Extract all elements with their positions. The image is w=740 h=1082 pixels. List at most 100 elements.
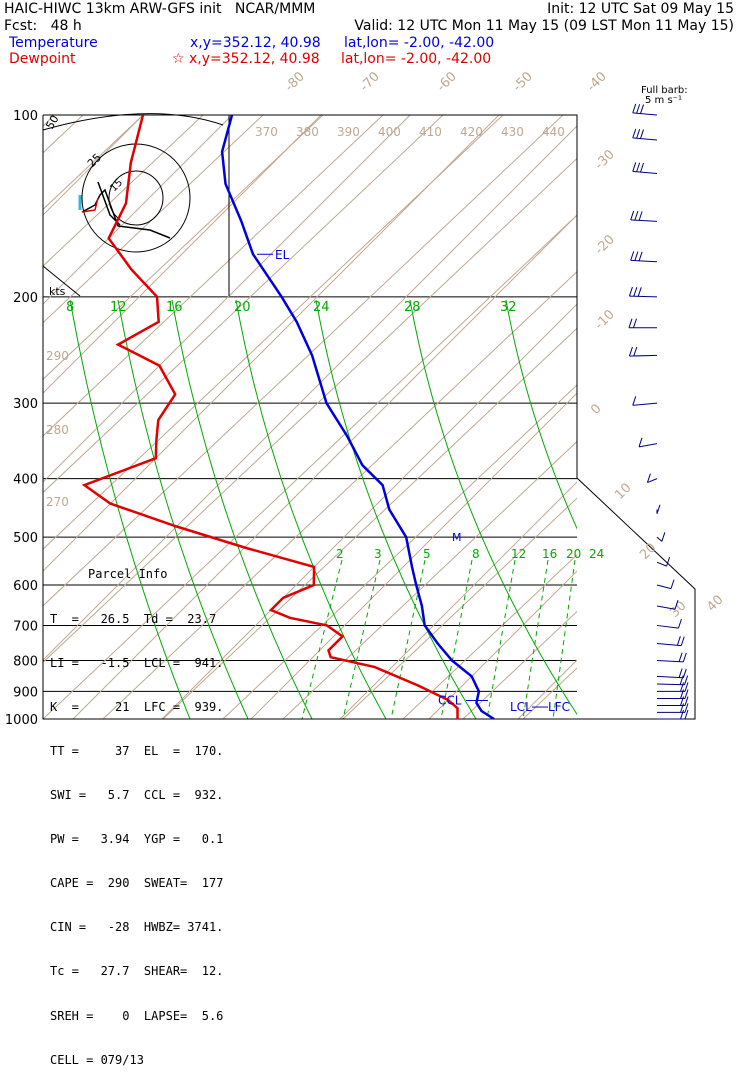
theta-label: 390 xyxy=(337,125,360,139)
isotherm xyxy=(517,659,577,719)
temperature-legend: Temperature xyxy=(9,35,98,51)
isotherm-label: -60 xyxy=(434,69,460,95)
parcel-row: LI = -1.5 LCL = 941. xyxy=(50,655,224,670)
theta-label: 270 xyxy=(46,495,69,509)
isotherm-label: -70 xyxy=(357,69,383,95)
wind-barb xyxy=(656,652,687,663)
dewpoint-latlon: lat,lon= -2.00, -42.00 xyxy=(341,51,492,67)
mixing-ratio-line xyxy=(390,559,426,719)
pressure-label: 600 xyxy=(13,579,38,594)
wind-barb xyxy=(628,318,657,329)
hodograph-ring xyxy=(108,170,164,226)
wind-barb xyxy=(657,709,689,720)
dry-adiabat xyxy=(43,115,564,607)
pressure-label: 900 xyxy=(13,685,38,700)
wind-barb xyxy=(632,103,658,116)
moist-adiabat xyxy=(505,299,577,530)
dry-adiabat xyxy=(462,610,577,719)
theta-label: 420 xyxy=(460,125,483,139)
lcl-label: LCL xyxy=(510,700,532,714)
wind-barb xyxy=(656,668,687,679)
dry-adiabat xyxy=(43,115,324,380)
wind-barb xyxy=(656,504,661,514)
dry-adiabat xyxy=(402,554,577,719)
mixing-ratio-label: 20 xyxy=(234,300,251,315)
mixing-ratio-label: 28 xyxy=(404,300,421,315)
isotherm-label: -80 xyxy=(282,69,308,95)
model-title: HAIC-HIWC 13km ARW-GFS init NCAR/MMM xyxy=(4,1,316,17)
mixing-ratio-line xyxy=(486,559,516,719)
dry-adiabat xyxy=(43,214,577,719)
pressure-label: 500 xyxy=(13,531,38,546)
isotherm-label: -20 xyxy=(592,232,618,258)
dry-adiabat xyxy=(43,115,504,550)
dry-adiabat xyxy=(342,497,577,719)
wind-barb xyxy=(657,682,689,692)
dry-adiabat xyxy=(522,667,577,719)
isotherm xyxy=(43,125,577,661)
dewpoint-legend: Dewpoint xyxy=(9,51,76,67)
isotherm xyxy=(43,115,322,394)
dry-adiabat xyxy=(43,115,444,494)
isotherm-label: -30 xyxy=(592,147,618,173)
el-label: EL xyxy=(275,248,290,262)
hodograph-ring xyxy=(42,265,81,297)
mixing-ratio-label: 12 xyxy=(110,300,127,315)
wind-barb xyxy=(628,286,658,298)
hodograph-trace xyxy=(81,197,99,213)
parcel-row: TT = 37 EL = 170. xyxy=(50,743,224,758)
pressure-label: 200 xyxy=(13,291,38,306)
wind-barb xyxy=(657,696,689,707)
parcel-row: CELL = 079/13 xyxy=(50,1052,144,1067)
parcel-row: CAPE = 290 SWEAT= 177 xyxy=(50,876,224,891)
mixing-ratio-label: 8 xyxy=(472,547,480,561)
hodograph-ring-label: 50 xyxy=(43,113,61,132)
hodograph-unit-label: kts xyxy=(49,285,66,298)
isotherm xyxy=(43,115,500,572)
temperature-location: x,y=352.12, 40.98 xyxy=(190,35,321,51)
isotherm-label: -10 xyxy=(592,307,618,333)
wind-barb xyxy=(630,210,658,222)
mixing-ratio-label: 24 xyxy=(313,300,330,315)
barb-key-units: 5 m s⁻¹ xyxy=(645,95,682,106)
mixing-ratio-line xyxy=(342,559,381,719)
dry-adiabat xyxy=(282,440,577,719)
dewpoint-location: ☆ x,y=352.12, 40.98 xyxy=(172,51,320,67)
moist-adiabat xyxy=(117,299,249,719)
mixing-ratio-label: 16 xyxy=(166,300,183,315)
ccl-label: CCL xyxy=(438,694,462,708)
wind-barb xyxy=(656,636,685,647)
mixing-ratio-label: 12 xyxy=(511,547,526,561)
wind-barb xyxy=(656,579,675,590)
parcel-row: T = 26.5 Td = 23.7 xyxy=(50,611,217,626)
isotherm xyxy=(696,115,740,719)
plot-border xyxy=(42,114,696,720)
wind-barb xyxy=(630,251,658,263)
moist-adiabat xyxy=(409,299,577,716)
mixing-ratio-label: 32 xyxy=(500,300,517,315)
mixing-ratio-line xyxy=(301,559,343,719)
isotherm xyxy=(339,481,577,719)
mixing-ratio-label: 2 xyxy=(336,547,344,561)
dry-adiabat xyxy=(222,384,577,719)
theta-label: 440 xyxy=(542,125,565,139)
isotherm xyxy=(43,115,233,305)
parcel-row: CIN = -28 HWBZ= 3741. xyxy=(50,920,224,935)
theta-label: 410 xyxy=(419,125,442,139)
dry-adiabat xyxy=(43,157,577,664)
wind-barb xyxy=(656,556,671,567)
mixing-ratio-label: 16 xyxy=(542,547,557,561)
isotherm xyxy=(250,392,577,719)
wind-barb xyxy=(632,162,658,175)
isotherm-label: 20 xyxy=(637,541,659,563)
isotherm xyxy=(43,115,411,483)
dry-adiabat xyxy=(102,270,577,719)
parcel-row: Tc = 27.7 SHEAR= 12. xyxy=(50,964,224,979)
theta-label: 430 xyxy=(501,125,524,139)
wind-barb xyxy=(632,396,658,406)
dry-adiabat xyxy=(43,115,204,267)
dry-adiabat xyxy=(43,115,384,437)
dry-adiabat xyxy=(583,115,740,719)
